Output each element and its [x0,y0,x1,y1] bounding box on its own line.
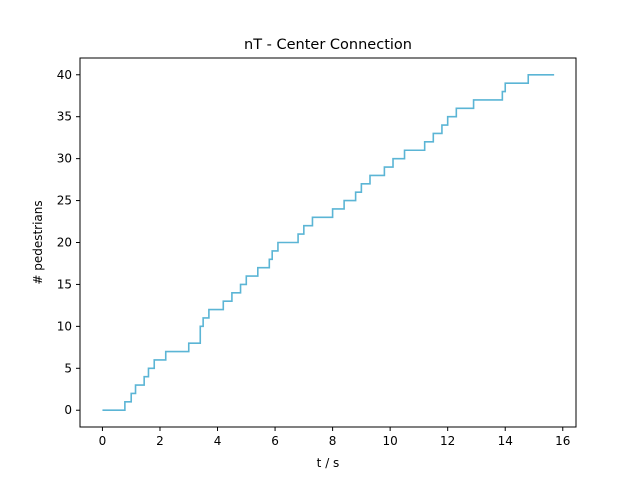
y-tick-label: 25 [57,194,72,208]
chart-title: nT - Center Connection [244,37,412,53]
y-tick-label: 30 [57,152,72,166]
y-axis: 0 5 10 15 20 25 30 35 40 [57,68,80,417]
y-tick-label: 10 [57,319,72,333]
x-tick-label: 14 [498,434,513,448]
y-tick-label: 15 [57,277,72,291]
x-tick-label: 10 [383,434,398,448]
x-axis-title: t / s [317,456,340,470]
y-tick-label: 35 [57,110,72,124]
y-tick-label: 40 [57,68,72,82]
x-tick-label: 12 [440,434,455,448]
series-layer [102,73,555,412]
y-tick-label: 5 [64,361,72,375]
x-axis: 0 2 4 6 8 10 12 14 16 [99,427,570,448]
y-axis-title: # pedestrians [31,200,45,284]
y-tick-label: 20 [57,236,72,250]
series-line [102,73,555,412]
x-tick-label: 2 [156,434,164,448]
x-tick-label: 4 [214,434,222,448]
x-tick-label: 16 [555,434,570,448]
x-tick-label: 6 [271,434,279,448]
y-tick-label: 0 [64,403,72,417]
x-tick-label: 8 [329,434,337,448]
x-tick-label: 0 [99,434,107,448]
